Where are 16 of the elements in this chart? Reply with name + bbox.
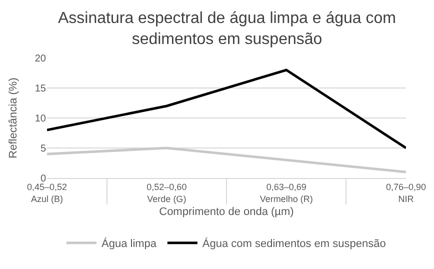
category-label: 0,45–0,52 Azul (B) (26, 182, 68, 204)
y-tick-label: 5 (40, 144, 46, 154)
y-tick-label: 10 (34, 114, 46, 124)
legend-label: Água com sedimentos em suspensão (202, 237, 386, 250)
line-series (47, 146, 406, 174)
legend-label: Água limpa (102, 237, 158, 250)
y-axis-title: Reflectância (%) (8, 78, 20, 158)
y-tick-label: 0 (40, 174, 46, 184)
category-label: 0,63–0,69 Vermelho (R) (260, 182, 313, 204)
chart-title: Assinatura espectral de água limpa e água com sedimentos em suspensão (58, 10, 396, 48)
x-axis-title: Comprimento de onda (µm) (159, 206, 294, 218)
category-label: 0,76–0,90 NIR (386, 182, 426, 204)
y-tick-label: 20 (34, 54, 46, 64)
category-label: 0,52–0,60 Verde (G) (146, 182, 187, 204)
line-series (47, 68, 406, 150)
y-tick-label: 15 (34, 84, 46, 94)
